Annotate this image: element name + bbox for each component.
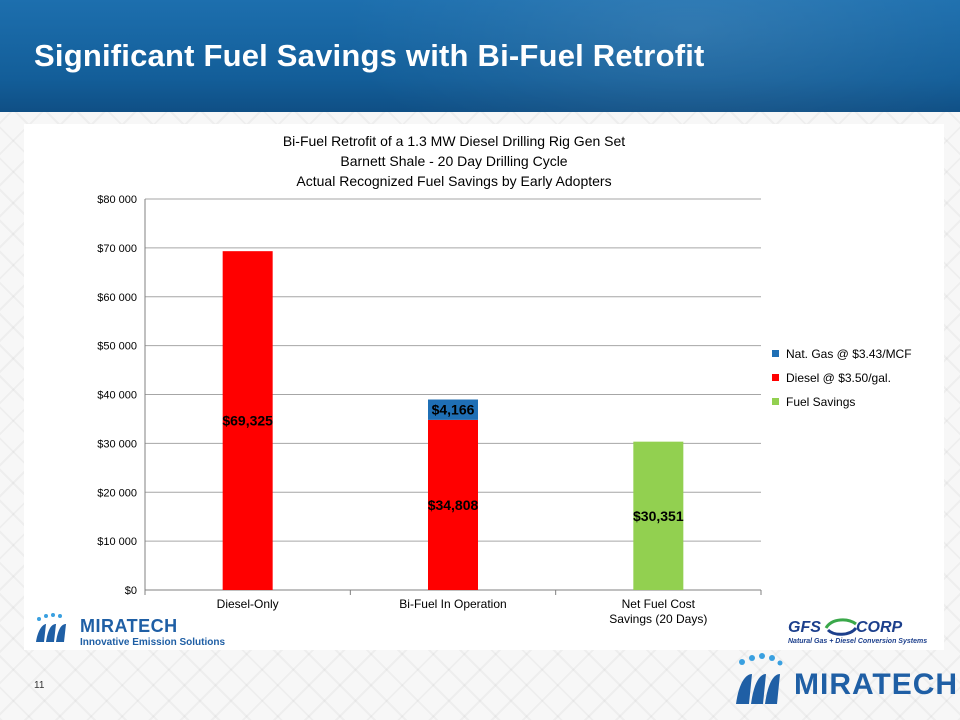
x-category-label: Savings (20 Days) — [609, 612, 707, 626]
bar-segment — [428, 419, 478, 590]
x-category-label: Diesel-Only — [217, 597, 279, 611]
slide-title: Significant Fuel Savings with Bi-Fuel Re… — [34, 38, 705, 73]
miratech-emblem-icon — [36, 613, 66, 642]
chart-title: Bi-Fuel Retrofit of a 1.3 MW Diesel Dril… — [174, 131, 734, 191]
y-tick-label: $80 000 — [97, 194, 137, 206]
y-tick-label: $20 000 — [97, 487, 137, 499]
gfs-wordmark: GFS — [788, 619, 821, 636]
legend-swatch-nat-gas — [772, 350, 779, 357]
chart-title-line-3: Actual Recognized Fuel Savings by Early … — [296, 173, 612, 189]
bar-segment — [633, 441, 684, 590]
bar-segment — [428, 399, 478, 420]
x-category-label: Bi-Fuel In Operation — [399, 597, 506, 611]
data-label: $4,166 — [432, 402, 475, 418]
chart-title-line-1: Bi-Fuel Retrofit of a 1.3 MW Diesel Dril… — [282, 133, 626, 149]
gfs-subtitle: Natural Gas + Diesel Conversion Systems — [788, 638, 928, 645]
page-number: 11 — [34, 680, 45, 691]
y-tick-label: $40 000 — [97, 390, 137, 402]
y-tick-label: $0 — [125, 585, 137, 597]
legend-label-diesel: Diesel @ $3.50/gal. — [786, 371, 891, 385]
miratech-logo-small: MIRATECH Innovative Emission Solutions — [30, 610, 250, 654]
legend-label-nat-gas: Nat. Gas @ $3.43/MCF — [786, 347, 912, 361]
y-tick-label: $70 000 — [97, 243, 137, 255]
y-tick-label: $10 000 — [97, 536, 137, 548]
data-label: $69,325 — [222, 413, 273, 429]
data-label: $34,808 — [428, 497, 479, 513]
chart-legend: Nat. Gas @ $3.43/MCF Diesel @ $3.50/gal.… — [772, 344, 912, 416]
gfs-swirl-icon — [824, 618, 858, 636]
y-tick-label: $30 000 — [97, 438, 137, 450]
data-label: $30,351 — [633, 508, 684, 524]
gfs-corp-logo: GFS CORP Natural Gas + Diesel Conversion… — [784, 614, 934, 648]
legend-item-nat-gas: Nat. Gas @ $3.43/MCF — [772, 344, 912, 368]
legend-item-fuel-savings: Fuel Savings — [772, 392, 912, 416]
miratech-wordmark-small: MIRATECH — [80, 616, 178, 636]
header-swoosh — [340, 0, 960, 112]
y-tick-label: $50 000 — [97, 341, 137, 353]
chart-title-line-2: Barnett Shale - 20 Day Drilling Cycle — [340, 153, 568, 169]
x-category-label: Net Fuel Cost — [622, 597, 696, 611]
legend-label-fuel-savings: Fuel Savings — [786, 395, 856, 409]
legend-item-diesel: Diesel @ $3.50/gal. — [772, 368, 912, 392]
y-tick-label: $60 000 — [97, 292, 137, 304]
bar-segment — [222, 251, 273, 590]
bar-chart: $0 $10 000 $20 000 $30 000 $40 000 $50 000 $60… — [97, 194, 762, 626]
miratech-wordmark-large: MIRATECH — [794, 668, 959, 701]
miratech-logo-large: MIRATECH — [730, 650, 957, 710]
miratech-emblem-large-icon — [736, 653, 783, 704]
slide-header: Significant Fuel Savings with Bi-Fuel Re… — [0, 0, 960, 112]
miratech-tagline: Innovative Emission Solutions — [80, 637, 226, 648]
chart-panel: Bi-Fuel Retrofit of a 1.3 MW Diesel Dril… — [24, 124, 944, 650]
legend-swatch-diesel — [772, 374, 779, 381]
corp-wordmark: CORP — [856, 619, 903, 636]
legend-swatch-fuel-savings — [772, 398, 779, 405]
